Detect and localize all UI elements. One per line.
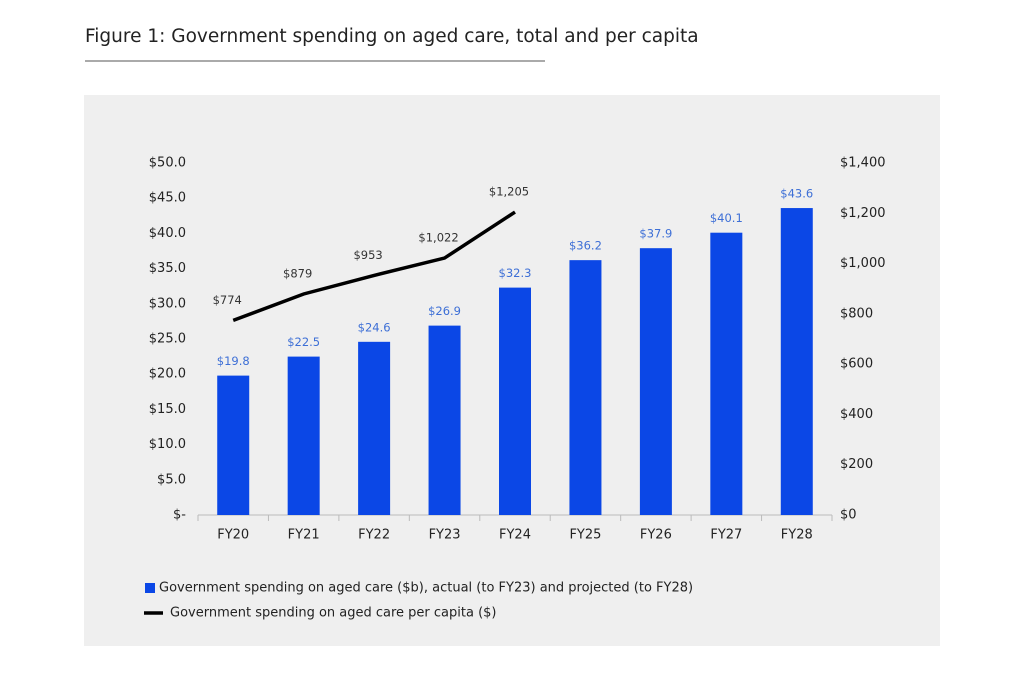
bar-value-label: $43.6 (780, 187, 813, 201)
x-tick-label: FY25 (569, 528, 601, 543)
y2-tick-label: $0 (840, 508, 857, 523)
x-tick-label: FY21 (288, 528, 320, 543)
bar (358, 341, 391, 515)
bar (499, 287, 531, 515)
x-tick-label: FY28 (781, 528, 813, 543)
y2-tick-label: $800 (840, 306, 873, 321)
bar-value-label: $19.8 (217, 354, 250, 368)
bar (428, 325, 461, 515)
line (232, 210, 516, 323)
y-tick-label: $40.0 (149, 226, 186, 241)
bar (569, 260, 602, 515)
bar (710, 232, 743, 516)
y2-tick-label: $400 (840, 407, 873, 422)
y-tick-label: $30.0 (149, 296, 186, 311)
x-tick-label: FY27 (710, 528, 742, 543)
bar (639, 248, 672, 515)
chart-title: Figure 1: Government spending on aged ca… (85, 26, 699, 47)
y-tick-label: $45.0 (149, 191, 186, 206)
line-value-label: $953 (353, 248, 382, 262)
x-tick-label: FY22 (358, 528, 390, 543)
bar-value-label: $36.2 (569, 239, 602, 253)
bar-value-label: $26.9 (428, 304, 461, 318)
bar (287, 356, 320, 515)
y-tick-label: $50.0 (149, 156, 186, 171)
x-tick-label: FY23 (429, 528, 461, 543)
x-tick-label: FY26 (640, 528, 672, 543)
bar (217, 375, 250, 515)
y2-tick-label: $200 (840, 457, 873, 472)
bar-value-label: $22.5 (287, 335, 320, 349)
y-tick-label: $35.0 (149, 261, 186, 276)
y-tick-label: $25.0 (149, 332, 186, 347)
y2-tick-label: $600 (840, 357, 873, 372)
bar (780, 208, 813, 515)
y-tick-label: $5.0 (157, 472, 186, 487)
line-value-label: $1,022 (418, 231, 458, 245)
y-tick-label: $15.0 (149, 402, 186, 417)
bar-value-label: $32.3 (499, 266, 532, 280)
line-value-label: $879 (283, 266, 312, 280)
legend-label: Government spending on aged care ($b), a… (159, 581, 693, 596)
y-tick-label: $20.0 (149, 367, 186, 382)
line-value-label: $1,205 (489, 185, 529, 199)
y-tick-label: $10.0 (149, 437, 186, 452)
x-tick-label: FY20 (217, 528, 249, 543)
bar-value-label: $37.9 (639, 227, 672, 241)
legend-swatch (145, 583, 155, 593)
bar-value-label: $40.1 (710, 211, 743, 225)
line-value-label: $774 (213, 293, 242, 307)
x-tick-label: FY24 (499, 528, 531, 543)
y-tick-label: $- (173, 508, 186, 523)
y2-tick-label: $1,200 (840, 206, 886, 221)
bar-value-label: $24.6 (358, 320, 391, 334)
y2-tick-label: $1,400 (840, 156, 886, 171)
legend-label: Government spending on aged care per cap… (170, 606, 497, 621)
y2-tick-label: $1,000 (840, 256, 886, 271)
